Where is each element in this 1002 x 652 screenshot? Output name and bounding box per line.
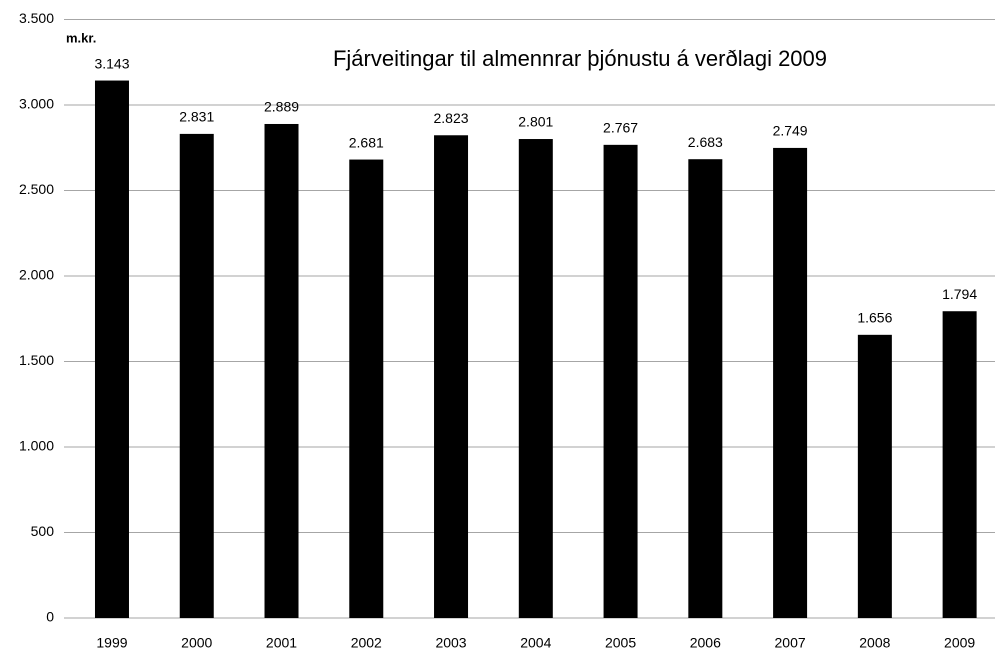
bar — [603, 144, 638, 618]
value-label: 2.823 — [434, 110, 469, 126]
value-label: 1.794 — [942, 286, 977, 302]
y-tick-label: 3.000 — [19, 96, 54, 112]
value-label: 2.683 — [688, 134, 723, 150]
value-label: 2.889 — [264, 99, 299, 115]
x-tick-label: 2003 — [435, 635, 466, 651]
bar — [349, 159, 384, 618]
value-label: 2.831 — [179, 109, 214, 125]
y-axis-label: m.kr. — [66, 30, 96, 45]
x-tick-label: 2002 — [351, 635, 382, 651]
y-tick-label: 1.000 — [19, 438, 54, 454]
bar — [179, 133, 214, 619]
x-tick-label: 2007 — [775, 635, 806, 651]
value-label: 3.143 — [94, 55, 129, 71]
bar — [773, 147, 808, 618]
y-tick-label: 500 — [31, 523, 55, 539]
x-tick-label: 2001 — [266, 635, 297, 651]
bar — [434, 135, 469, 618]
value-label: 2.749 — [773, 123, 808, 139]
bar — [857, 334, 892, 618]
x-tick-label: 2000 — [181, 635, 212, 651]
x-tick-label: 2005 — [605, 635, 636, 651]
y-tick-label: 2.500 — [19, 181, 54, 197]
y-tick-label: 2.000 — [19, 267, 54, 283]
y-tick-label: 0 — [46, 609, 54, 625]
chart-title: Fjárveitingar til almennrar þjónustu á v… — [333, 46, 827, 71]
bar — [518, 139, 553, 619]
value-label: 2.801 — [518, 114, 553, 130]
x-tick-label: 2009 — [944, 635, 975, 651]
bar — [264, 123, 299, 618]
x-tick-label: 2004 — [520, 635, 551, 651]
value-label: 2.767 — [603, 120, 638, 136]
value-label: 2.681 — [349, 134, 384, 150]
y-tick-label: 1.500 — [19, 352, 54, 368]
x-tick-label: 1999 — [96, 635, 127, 651]
value-label: 1.656 — [857, 310, 892, 326]
bar — [942, 311, 977, 618]
bar — [94, 80, 129, 618]
y-tick-label: 3.500 — [19, 10, 54, 26]
bar — [688, 159, 723, 618]
x-tick-label: 2006 — [690, 635, 721, 651]
x-tick-label: 2008 — [859, 635, 890, 651]
